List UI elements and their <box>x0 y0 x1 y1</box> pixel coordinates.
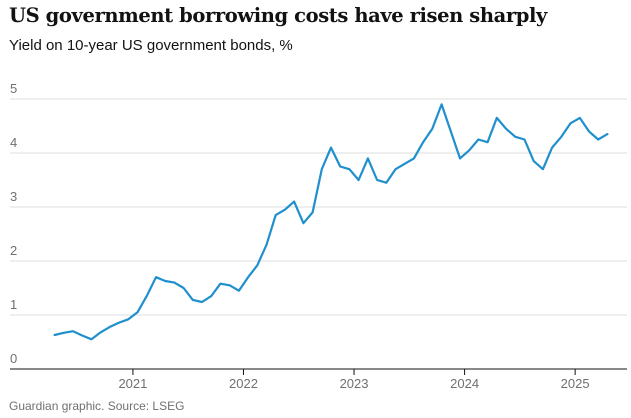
x-tick-label-2024: 2024 <box>450 376 479 391</box>
y-tick-label-5: 5 <box>10 81 17 96</box>
y-tick-label-2: 2 <box>10 243 17 258</box>
chart-source: Guardian graphic. Source: LSEG <box>9 399 185 413</box>
chart-subtitle: Yield on 10-year US government bonds, % <box>9 37 293 54</box>
series-layer <box>53 103 609 341</box>
x-tick-label-2022: 2022 <box>229 376 258 391</box>
series-line-0 <box>53 103 609 341</box>
y-tick-label-4: 4 <box>10 135 17 150</box>
y-tick-label-0: 0 <box>10 351 17 366</box>
x-tick-label-2025: 2025 <box>561 376 590 391</box>
grid-lines <box>10 98 627 370</box>
tick-marks <box>132 369 576 375</box>
x-tick-label-2023: 2023 <box>340 376 369 391</box>
y-tick-label-1: 1 <box>10 297 17 312</box>
x-tick-label-2021: 2021 <box>118 376 147 391</box>
tick-labels: 0 1 2 3 4 5 2021 2022 2023 2024 2025 <box>10 81 590 391</box>
chart-title: US government borrowing costs have risen… <box>9 4 547 27</box>
y-tick-label-3: 3 <box>10 189 17 204</box>
